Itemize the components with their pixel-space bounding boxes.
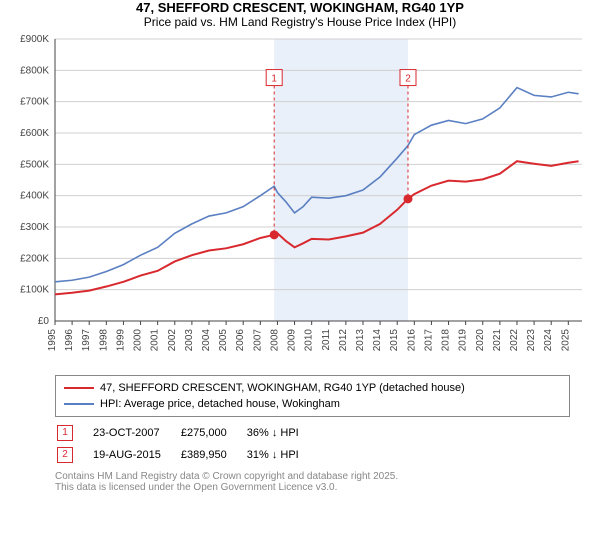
- x-tick-label: 1997: [81, 329, 92, 352]
- sale-date: 23-OCT-2007: [93, 423, 179, 443]
- x-tick-label: 1998: [98, 329, 109, 352]
- x-tick-label: 2020: [475, 329, 486, 352]
- legend-row: 47, SHEFFORD CRESCENT, WOKINGHAM, RG40 1…: [64, 380, 561, 396]
- y-tick-label: £500K: [20, 159, 49, 170]
- y-tick-label: £200K: [20, 253, 49, 264]
- y-tick-label: £100K: [20, 285, 49, 296]
- y-tick-label: £400K: [20, 191, 49, 202]
- x-tick-label: 2014: [372, 329, 383, 352]
- legend-label: HPI: Average price, detached house, Woki…: [100, 398, 340, 410]
- sale-price: £275,000: [181, 423, 245, 443]
- x-tick-label: 2008: [269, 329, 280, 352]
- sale-delta: 36% ↓ HPI: [247, 423, 317, 443]
- y-tick-label: £0: [38, 316, 50, 327]
- sale-marker-dot: [403, 194, 412, 203]
- legend-box: 47, SHEFFORD CRESCENT, WOKINGHAM, RG40 1…: [55, 375, 570, 417]
- x-tick-label: 2022: [509, 329, 520, 352]
- y-tick-label: £700K: [20, 97, 49, 108]
- sale-marker-dot: [270, 230, 279, 239]
- x-tick-label: 2015: [389, 329, 400, 352]
- legend-swatch: [64, 403, 94, 405]
- x-tick-label: 1995: [47, 329, 58, 352]
- x-tick-label: 2012: [338, 329, 349, 352]
- sale-marker-icon: 1: [57, 425, 73, 441]
- y-tick-label: £300K: [20, 222, 49, 233]
- legend-label: 47, SHEFFORD CRESCENT, WOKINGHAM, RG40 1…: [100, 382, 465, 394]
- x-tick-label: 2017: [423, 329, 434, 352]
- sale-period-band: [274, 39, 408, 321]
- sale-marker-label: 2: [405, 74, 411, 85]
- page-subtitle: Price paid vs. HM Land Registry's House …: [0, 15, 600, 29]
- x-tick-label: 2011: [321, 329, 332, 351]
- x-tick-label: 2006: [235, 329, 246, 352]
- sale-row: 2 19-AUG-2015£389,95031% ↓ HPI: [57, 445, 317, 465]
- footer-line-2: This data is licensed under the Open Gov…: [55, 482, 570, 493]
- sale-date: 19-AUG-2015: [93, 445, 179, 465]
- x-tick-label: 2021: [492, 329, 503, 352]
- x-tick-label: 1996: [64, 329, 75, 352]
- legend-swatch: [64, 387, 94, 389]
- sale-row: 1 23-OCT-2007£275,00036% ↓ HPI: [57, 423, 317, 443]
- x-tick-label: 2007: [252, 329, 263, 352]
- y-tick-label: £600K: [20, 128, 49, 139]
- x-tick-label: 2005: [218, 329, 229, 352]
- x-tick-label: 2018: [441, 329, 452, 352]
- x-tick-label: 2016: [406, 329, 417, 352]
- footer-text: Contains HM Land Registry data © Crown c…: [55, 471, 570, 493]
- x-tick-label: 2019: [458, 329, 469, 352]
- x-tick-label: 2000: [133, 329, 144, 352]
- x-tick-label: 2023: [526, 329, 537, 352]
- x-tick-label: 2003: [184, 329, 195, 352]
- x-tick-label: 1999: [115, 329, 126, 352]
- sale-price: £389,950: [181, 445, 245, 465]
- x-tick-label: 2002: [167, 329, 178, 352]
- page-title: 47, SHEFFORD CRESCENT, WOKINGHAM, RG40 1…: [0, 0, 600, 15]
- sale-marker-icon: 2: [57, 447, 73, 463]
- sale-delta: 31% ↓ HPI: [247, 445, 317, 465]
- price-chart: £0 £100K £200K £300K £400K £500K £600K £700K £80…: [0, 29, 600, 369]
- legend-row: HPI: Average price, detached house, Woki…: [64, 396, 561, 412]
- x-tick-label: 2004: [201, 329, 212, 352]
- sales-table: 1 23-OCT-2007£275,00036% ↓ HPI 2 19-AUG-201…: [55, 421, 319, 467]
- y-tick-label: £900K: [20, 34, 49, 45]
- x-tick-label: 2024: [543, 329, 554, 352]
- x-tick-label: 2001: [150, 329, 161, 352]
- x-tick-label: 2010: [304, 329, 315, 352]
- x-tick-label: 2013: [355, 329, 366, 352]
- chart-container: £0 £100K £200K £300K £400K £500K £600K £700K £80…: [0, 29, 600, 369]
- x-tick-label: 2009: [287, 329, 298, 352]
- footer-line-1: Contains HM Land Registry data © Crown c…: [55, 471, 570, 482]
- y-tick-label: £800K: [20, 65, 49, 76]
- x-tick-label: 2025: [560, 329, 571, 352]
- sale-marker-label: 1: [271, 74, 277, 85]
